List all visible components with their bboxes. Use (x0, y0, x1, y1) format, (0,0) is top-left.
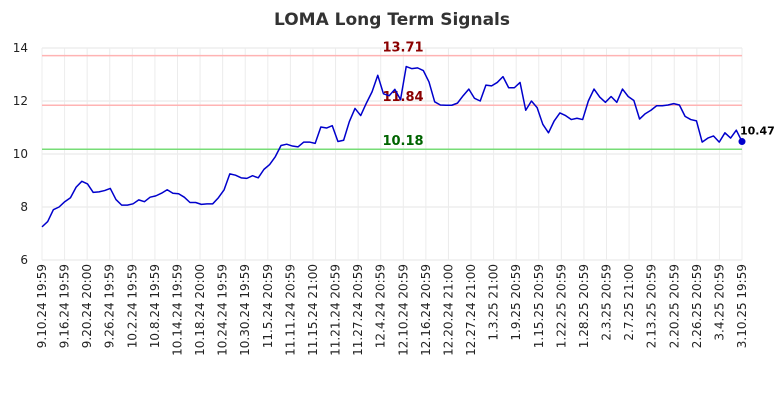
x-axis-ticks: 9.10.24 19:59 9.16.24 19:59 9.20.24 20:00 9… (35, 264, 749, 356)
x-tick-label: 9.26.24 19:59 (103, 264, 117, 348)
x-tick-label: 10.30.24 19:59 (238, 264, 252, 356)
x-tick-label: 1.28.25 20:59 (577, 264, 591, 348)
y-tick-label: 10 (13, 147, 28, 161)
x-tick-label: 2.26.25 20:59 (690, 264, 704, 348)
x-tick-label: 9.10.24 19:59 (35, 264, 49, 348)
grid-lines (41, 47, 743, 261)
series-line (41, 65, 743, 228)
x-tick-label: 11.15.24 21:00 (306, 264, 320, 356)
reference-line-label: 10.18 (382, 134, 423, 149)
x-tick-label: 2.20.25 20:59 (667, 264, 681, 348)
x-tick-label: 10.14.24 19:59 (170, 264, 184, 356)
reference-line-label: 13.71 (382, 41, 423, 56)
reference-lines: 13.71 11.84 10.18 (42, 41, 742, 150)
x-tick-label: 11.21.24 20:59 (329, 264, 343, 356)
x-tick-label: 9.16.24 19:59 (58, 264, 72, 348)
x-tick-label: 2.7.25 21:00 (622, 264, 636, 341)
x-tick-label: 1.22.25 20:59 (554, 264, 568, 348)
x-tick-label: 12.27.24 21:00 (464, 264, 478, 356)
x-tick-label: 11.5.24 20:59 (261, 264, 275, 348)
x-tick-label: 10.24.24 19:59 (216, 264, 230, 356)
x-tick-label: 12.10.24 20:59 (396, 264, 410, 356)
x-tick-label: 11.27.24 20:59 (351, 264, 365, 356)
x-tick-label: 2.3.25 20:59 (600, 264, 614, 341)
x-tick-label: 10.8.24 19:59 (148, 264, 162, 348)
y-axis-ticks: 6 8 10 12 14 (13, 41, 28, 267)
reference-line-label: 11.84 (382, 90, 423, 105)
x-tick-label: 2.13.25 20:59 (645, 264, 659, 348)
x-tick-label: 1.3.25 21:00 (487, 264, 501, 341)
series-lines (41, 65, 743, 228)
y-tick-label: 14 (13, 41, 28, 55)
x-tick-label: 10.2.24 19:59 (125, 264, 139, 348)
last-point-label: 10.47 (740, 125, 775, 138)
last-point-marker (738, 138, 746, 146)
y-tick-label: 8 (20, 200, 28, 214)
x-tick-label: 12.16.24 20:59 (419, 264, 433, 356)
x-tick-label: 1.15.25 20:59 (532, 264, 546, 348)
y-tick-label: 6 (20, 253, 28, 267)
y-tick-label: 12 (13, 94, 28, 108)
x-tick-label: 3.10.25 19:59 (735, 264, 749, 348)
x-tick-label: 12.4.24 20:59 (374, 264, 388, 348)
chart-title: LOMA Long Term Signals (274, 10, 510, 30)
x-tick-label: 9.20.24 20:00 (80, 264, 94, 348)
x-tick-label: 10.18.24 20:00 (193, 264, 207, 356)
last-point-marker-group: 10.47 (738, 125, 775, 146)
x-tick-label: 3.4.25 20:59 (712, 264, 726, 341)
x-tick-label: 11.11.24 20:59 (283, 264, 297, 356)
x-tick-label: 1.9.25 20:59 (509, 264, 523, 341)
x-tick-label: 12.20.24 21:00 (441, 264, 455, 356)
